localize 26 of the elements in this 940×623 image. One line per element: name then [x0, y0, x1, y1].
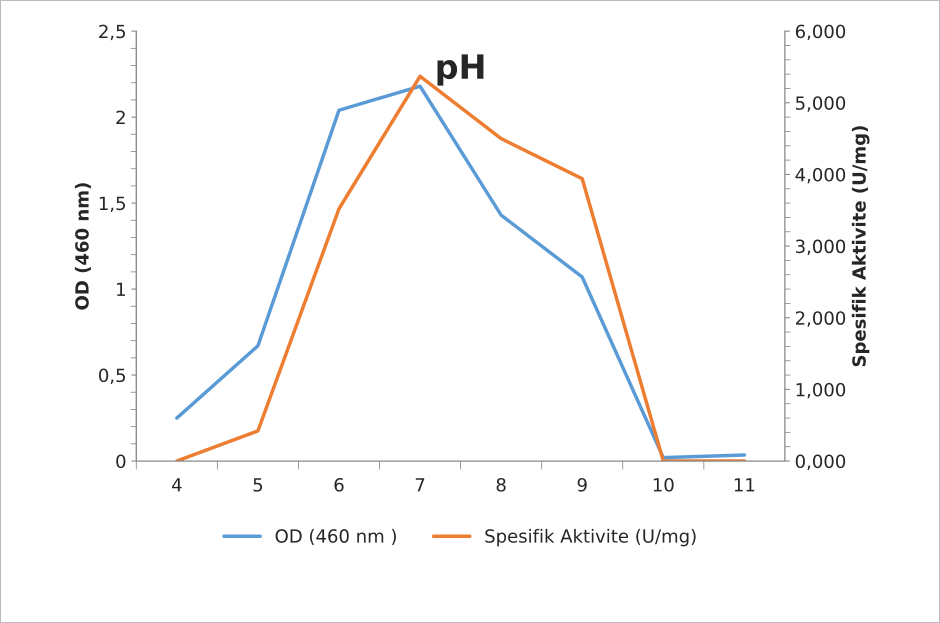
y-tick-label: 0,5	[99, 368, 125, 384]
x-tick-label: 9	[578, 478, 587, 492]
y-tick-label: 1,5	[100, 196, 125, 212]
y-axis-title: OD (460 nm)	[74, 183, 91, 310]
text: pH	[438, 54, 484, 86]
legend-label: OD (460 nm )	[276, 528, 396, 545]
x-tick-label: 10	[654, 478, 674, 492]
y2-tick-label: 4,000	[796, 168, 846, 184]
y2-tick-label: 3,000	[796, 240, 846, 256]
x-tick-label: 7	[416, 478, 424, 492]
y2-tick-label: 0,000	[796, 454, 846, 470]
y-tick-label: 0	[116, 454, 126, 468]
y-tick-label: 1	[117, 282, 125, 296]
y2-tick-label: 2,000	[796, 311, 846, 327]
x-tick-label: 4	[172, 478, 182, 492]
x-tick-label: 8	[496, 478, 506, 492]
legend-label: Spesifik Aktivite (U/mg)	[485, 528, 696, 546]
y2-tick-label: 6,000	[796, 24, 846, 40]
x-tick-label: 5	[254, 478, 262, 492]
y-tick-label: 2,5	[99, 24, 125, 40]
y2-axis-title: Spesifik Aktivite (U/mg)	[852, 126, 870, 366]
y2-tick-label: 1,000	[796, 382, 846, 398]
x-tick-label: 11	[734, 478, 754, 492]
y2-tick-label: 5,000	[796, 96, 846, 112]
y-tick-label: 2	[116, 110, 125, 124]
x-tick-label: 6	[334, 478, 344, 492]
